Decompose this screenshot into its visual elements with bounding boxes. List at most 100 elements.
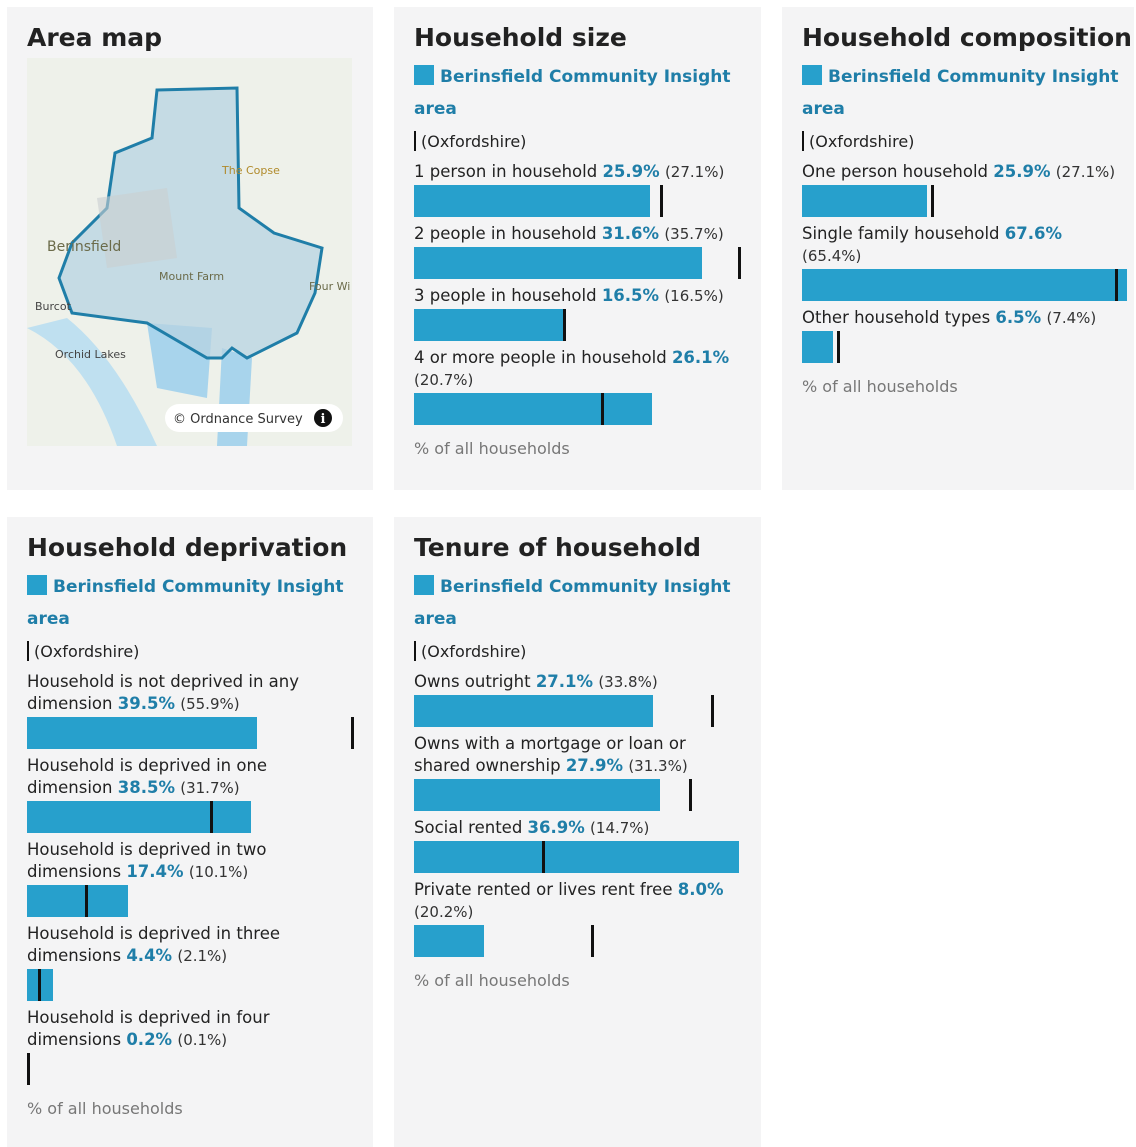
bar-track [26, 1053, 352, 1085]
category-label: Other household types [802, 308, 991, 327]
comparison-marker [1115, 269, 1119, 301]
category-label: Household is deprived in two dimensions [27, 840, 267, 881]
bar-track [27, 717, 354, 749]
comparison-label: (20.2%) [414, 903, 474, 921]
dashboard: Area map i The Copse Berinsfield Mount Far… [7, 7, 1134, 1147]
comparison-label: (31.7%) [180, 779, 240, 797]
bar-track [414, 841, 739, 873]
comparison-marker [659, 185, 663, 217]
legend-area: Berinsfield Community Insight area [414, 571, 734, 635]
comparison-marker [688, 779, 692, 811]
row-label: 4 or more people in household 26.1% (20.… [414, 347, 734, 391]
bar-track [414, 309, 739, 341]
card-title: Area map [27, 23, 163, 52]
comparison-label: (35.7%) [664, 225, 724, 243]
bar-track [27, 969, 352, 1001]
category-label: Social rented [414, 818, 523, 837]
legend-label: Berinsfield Community Insight area [27, 577, 344, 629]
map-attribution: © Ordnance Survey [173, 412, 303, 427]
comparison-label: (31.3%) [628, 757, 688, 775]
comparison-marker [590, 925, 594, 957]
row-label: Household is deprived in four dimensions… [27, 1007, 347, 1051]
legend-area: Berinsfield Community Insight area [414, 61, 734, 125]
bar-track [414, 393, 739, 425]
category-label: Owns outright [414, 672, 531, 691]
card-title: Tenure of household [414, 533, 702, 562]
comparison-label: (27.1%) [1055, 163, 1116, 181]
category-label: 2 people in household [414, 224, 597, 243]
map-card: Area map i The Copse Berinsfield Mount Far… [7, 7, 373, 490]
legend-marker [802, 131, 804, 151]
legend-comparison: (Oxfordshire) [27, 641, 373, 663]
bar-track [414, 779, 739, 811]
chart-card: Household deprivation Berinsfield Communi… [7, 517, 373, 1147]
comparison-label: (7.4%) [1046, 309, 1097, 327]
row-label: Owns with a mortgage or loan or shared o… [414, 733, 734, 777]
legend-label: (Oxfordshire) [421, 132, 527, 151]
value-label: 36.9% [527, 818, 585, 837]
comparison-marker [26, 1053, 30, 1085]
bar-track [414, 247, 741, 279]
map-label: Four Wi [309, 280, 350, 293]
bar [802, 269, 1127, 301]
value-label: 27.1% [535, 672, 594, 691]
comparison-marker [738, 247, 741, 279]
card-title: Household deprivation [27, 533, 348, 562]
legend-label: (Oxfordshire) [809, 132, 915, 151]
comparison-marker [836, 331, 840, 363]
legend-marker [27, 641, 29, 661]
legend-label: (Oxfordshire) [421, 642, 527, 661]
category-label: Private rented or lives rent free [414, 880, 673, 899]
legend-comparison: (Oxfordshire) [414, 131, 761, 153]
comparison-marker [710, 695, 714, 727]
comparison-label: (20.7%) [414, 371, 474, 389]
footnote: % of all households [414, 971, 570, 990]
comparison-label: (16.5%) [664, 287, 724, 305]
value-label: 26.1% [671, 348, 730, 367]
bar [414, 393, 652, 425]
footnote: % of all households [414, 439, 570, 458]
info-icon[interactable] [314, 409, 332, 427]
bar [27, 801, 251, 833]
value-label: 17.4% [126, 862, 184, 881]
row-label: Household is not deprived in any dimensi… [27, 671, 347, 715]
legend-area: Berinsfield Community Insight area [802, 61, 1122, 125]
category-label: Household is deprived in four dimensions [27, 1008, 270, 1049]
bar-track [27, 885, 352, 917]
row-label: Household is deprived in two dimensions … [27, 839, 347, 883]
legend-swatch [414, 65, 434, 85]
row-label: Single family household 67.6% (65.4%) [802, 223, 1122, 267]
legend-label: Berinsfield Community Insight area [414, 67, 731, 119]
comparison-label: (55.9%) [180, 695, 240, 713]
category-label: Household is deprived in one dimension [27, 756, 268, 797]
row-label: 2 people in household 31.6% (35.7%) [414, 223, 734, 245]
bar [802, 185, 927, 217]
chart-card: Tenure of household Berinsfield Community… [394, 517, 761, 1147]
map-label: Mount Farm [159, 270, 224, 283]
category-label: Owns with a mortgage or loan or shared o… [414, 734, 686, 775]
legend-swatch [414, 575, 434, 595]
footnote: % of all households [802, 377, 958, 396]
chart-card: Household composition Berinsfield Communi… [782, 7, 1134, 490]
value-label: 31.6% [601, 224, 660, 243]
footnote: % of all households [27, 1099, 183, 1118]
row-label: Household is deprived in three dimension… [27, 923, 347, 967]
comparison-marker [38, 969, 42, 1001]
legend-comparison: (Oxfordshire) [414, 641, 761, 663]
bar [414, 779, 660, 811]
comparison-label: (10.1%) [188, 863, 249, 881]
bar [414, 247, 702, 279]
bar-track [802, 331, 1127, 363]
bar [414, 695, 653, 727]
chart-card: Household size Berinsfield Community Insi… [394, 7, 761, 490]
comparison-label: (65.4%) [802, 247, 862, 265]
bar-track [414, 925, 739, 957]
category-label: 4 or more people in household [414, 348, 667, 367]
comparison-label: (2.1%) [177, 947, 228, 965]
category-label: 1 person in household [414, 162, 598, 181]
category-label: 3 people in household [414, 286, 597, 305]
legend-label: Berinsfield Community Insight area [414, 577, 731, 629]
legend-comparison: (Oxfordshire) [802, 131, 1134, 153]
comparison-label: (33.8%) [598, 673, 658, 691]
category-label: One person household [802, 162, 989, 181]
